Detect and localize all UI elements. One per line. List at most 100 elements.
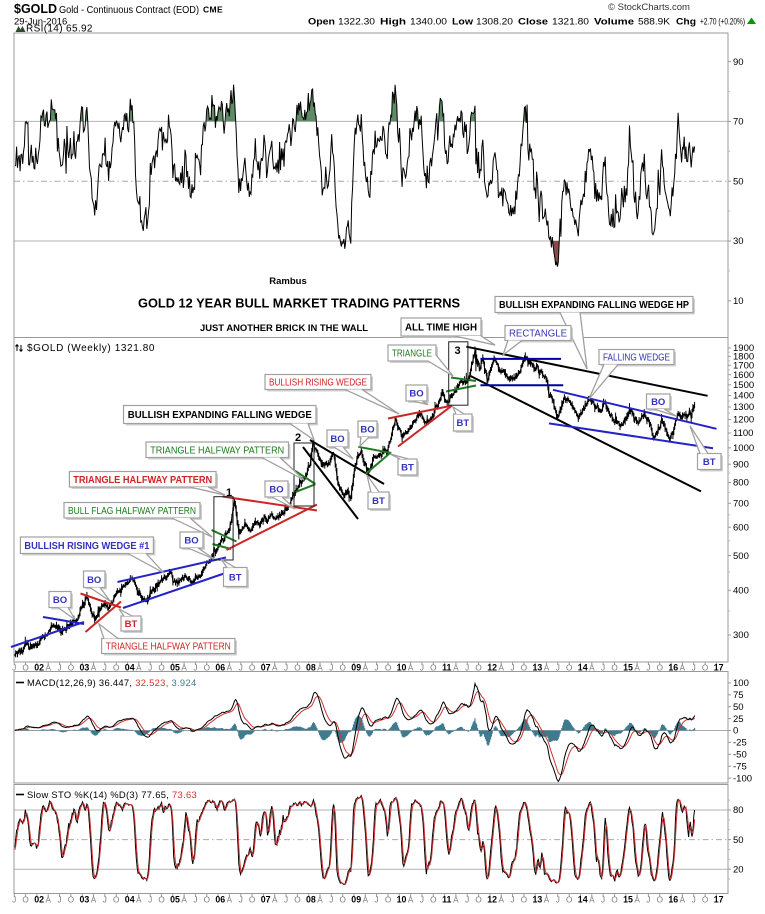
svg-text:GOLD 12 YEAR BULL MARKET TRADI: GOLD 12 YEAR BULL MARKET TRADING PATTERN…: [138, 296, 460, 311]
svg-text:O: O: [611, 664, 617, 673]
svg-text:O: O: [475, 896, 481, 905]
svg-text:TRIANGLE: TRIANGLE: [392, 349, 432, 360]
svg-text:BO: BO: [651, 397, 665, 408]
svg-text:03: 03: [80, 663, 90, 673]
svg-text:CME: CME: [203, 5, 223, 15]
svg-text:800: 800: [733, 478, 749, 489]
svg-text:70: 70: [733, 117, 744, 128]
svg-text:$GOLD: $GOLD: [14, 2, 57, 16]
svg-text:J: J: [12, 664, 16, 673]
svg-text:J: J: [284, 896, 288, 905]
svg-text:TRIANGLE HALFWAY PATTERN: TRIANGLE HALFWAY PATTERN: [150, 445, 284, 456]
svg-text:A: A: [181, 896, 187, 905]
svg-text:J: J: [465, 664, 469, 673]
svg-text:BULLISH EXPANDING FALLING WEDG: BULLISH EXPANDING FALLING WEDGE: [128, 410, 312, 421]
svg-text:2: 2: [295, 432, 301, 444]
svg-text:Rambus: Rambus: [269, 276, 306, 287]
svg-text:A: A: [181, 664, 187, 673]
svg-text:J: J: [420, 896, 424, 905]
svg-text:O: O: [521, 896, 527, 905]
svg-text:10: 10: [397, 895, 407, 905]
svg-text:Gold - Continuous Contract (EO: Gold - Continuous Contract (EOD): [59, 5, 199, 16]
svg-text:14: 14: [578, 663, 588, 673]
svg-text:BO: BO: [87, 575, 101, 586]
svg-text:O: O: [158, 664, 164, 673]
svg-text:BULLISH RISING WEDGE: BULLISH RISING WEDGE: [269, 378, 367, 389]
svg-text:80: 80: [733, 805, 744, 816]
svg-text:09: 09: [351, 895, 361, 905]
svg-text:O: O: [340, 896, 346, 905]
svg-text:BT: BT: [401, 463, 414, 474]
svg-text:J: J: [239, 896, 243, 905]
svg-text:O: O: [566, 896, 572, 905]
svg-text:Close: Close: [518, 17, 548, 27]
svg-text:02: 02: [34, 663, 44, 673]
svg-text:75: 75: [733, 690, 744, 701]
svg-text:A: A: [317, 664, 323, 673]
svg-text:10: 10: [397, 663, 407, 673]
svg-text:O: O: [294, 664, 300, 673]
svg-text:A: A: [272, 664, 278, 673]
svg-text:50: 50: [733, 835, 744, 846]
svg-text:J: J: [57, 664, 61, 673]
svg-text:1322.30: 1322.30: [338, 17, 375, 27]
svg-text:J: J: [646, 896, 650, 905]
svg-text:A: A: [91, 664, 97, 673]
svg-text:15: 15: [623, 895, 633, 905]
svg-text:A: A: [45, 896, 51, 905]
svg-text:Slow STO %K(14) %D(3) 77.65, 7: Slow STO %K(14) %D(3) 77.65, 73.63: [27, 789, 197, 800]
svg-text:BT: BT: [125, 619, 138, 630]
svg-text:A: A: [136, 896, 142, 905]
svg-text:A: A: [544, 896, 550, 905]
svg-text:J: J: [465, 896, 469, 905]
svg-text:O: O: [22, 896, 28, 905]
svg-text:High: High: [380, 17, 406, 27]
svg-text:BO: BO: [409, 389, 423, 400]
svg-text:16: 16: [668, 895, 678, 905]
svg-text:A: A: [634, 896, 640, 905]
svg-text:A: A: [91, 896, 97, 905]
svg-text:11: 11: [442, 663, 451, 673]
svg-text:J: J: [375, 664, 379, 673]
svg-text:FALLING WEDGE: FALLING WEDGE: [603, 353, 670, 364]
svg-text:TRIANGLE HALFWAY PATTERN: TRIANGLE HALFWAY PATTERN: [73, 475, 212, 486]
svg-text:A: A: [589, 664, 595, 673]
svg-text:O: O: [702, 664, 708, 673]
svg-text:11: 11: [442, 895, 451, 905]
svg-text:BO: BO: [184, 536, 198, 547]
svg-text:1500: 1500: [733, 380, 754, 391]
svg-text:0: 0: [733, 726, 738, 737]
svg-text:04: 04: [125, 663, 135, 673]
svg-text:BO: BO: [53, 595, 67, 606]
svg-text:20: 20: [733, 864, 744, 875]
svg-text:A: A: [136, 664, 142, 673]
svg-text:25: 25: [733, 714, 744, 725]
svg-text:100: 100: [733, 678, 749, 689]
svg-text:400: 400: [733, 586, 749, 597]
svg-text:A: A: [45, 664, 51, 673]
svg-text:O: O: [249, 896, 255, 905]
svg-text:J: J: [103, 896, 107, 905]
svg-text:Volume: Volume: [594, 17, 634, 27]
svg-text:06: 06: [215, 663, 225, 673]
svg-text:300: 300: [733, 630, 749, 641]
svg-text:30: 30: [733, 236, 744, 247]
svg-text:-50: -50: [733, 750, 747, 761]
svg-text:J: J: [692, 664, 696, 673]
svg-text:A: A: [680, 664, 686, 673]
svg-text:J: J: [420, 664, 424, 673]
svg-text:A: A: [498, 664, 504, 673]
svg-text:BT: BT: [703, 457, 716, 468]
svg-text:12: 12: [487, 663, 497, 673]
svg-text:O: O: [521, 664, 527, 673]
svg-text:BT: BT: [229, 573, 242, 584]
svg-text:-25: -25: [733, 738, 747, 749]
svg-text:BT: BT: [456, 418, 469, 429]
svg-text:© StockCharts.com: © StockCharts.com: [608, 2, 690, 13]
svg-text:J: J: [601, 664, 605, 673]
svg-text:17: 17: [714, 895, 724, 905]
svg-text:J: J: [329, 664, 333, 673]
svg-text:07: 07: [261, 895, 271, 905]
svg-text:A: A: [227, 896, 233, 905]
svg-text:02: 02: [34, 895, 44, 905]
